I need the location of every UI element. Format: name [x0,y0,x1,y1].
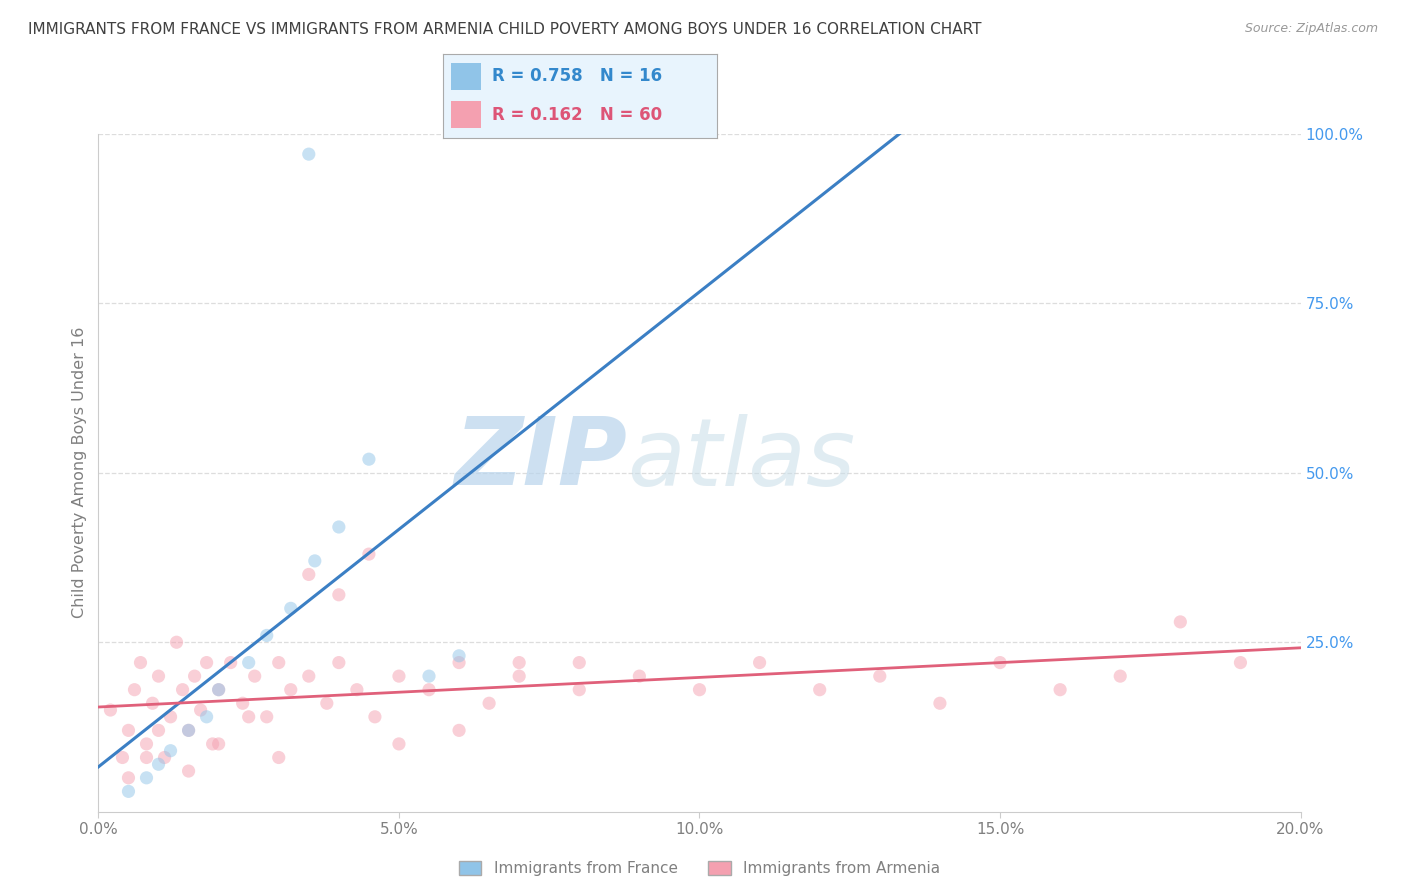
Point [298,567,321,582]
Point [267,656,290,670]
Point [869,669,891,683]
Point [195,656,218,670]
Point [388,669,411,683]
Point [328,588,350,602]
Point [418,669,440,683]
Point [1229,656,1251,670]
Text: Source: ZipAtlas.com: Source: ZipAtlas.com [1244,22,1378,36]
Point [568,656,591,670]
Point [929,696,952,710]
Point [447,648,470,663]
Text: atlas: atlas [627,414,856,505]
Point [135,750,157,764]
Point [280,682,302,697]
Point [346,682,368,697]
Point [111,750,134,764]
Point [219,656,242,670]
Legend: Immigrants from France, Immigrants from Armenia: Immigrants from France, Immigrants from … [453,855,946,882]
Point [124,682,146,697]
Point [177,723,200,738]
Point [243,669,266,683]
Point [418,682,440,697]
Point [195,710,218,724]
Point [141,696,163,710]
Point [238,710,260,724]
Point [100,703,122,717]
FancyBboxPatch shape [451,101,481,128]
Point [159,744,181,758]
Point [357,547,380,561]
Point [208,682,231,697]
Point [298,669,321,683]
Point [135,771,157,785]
Point [172,682,194,697]
Point [1170,615,1192,629]
Point [304,554,326,568]
Point [364,710,387,724]
Point [328,520,350,534]
Point [328,656,350,670]
Point [1109,669,1132,683]
Point [117,771,139,785]
Point [628,669,651,683]
Point [748,656,770,670]
Point [808,682,831,697]
Point [166,635,188,649]
Point [232,696,254,710]
Point [689,682,711,697]
Point [988,656,1011,670]
Point [117,784,139,798]
Point [177,764,200,778]
Point [357,452,380,467]
FancyBboxPatch shape [451,62,481,90]
Point [256,710,278,724]
Point [148,723,170,738]
Point [478,696,501,710]
Point [135,737,157,751]
Point [568,682,591,697]
Point [315,696,337,710]
Point [190,703,212,717]
Point [148,669,170,683]
Text: R = 0.162   N = 60: R = 0.162 N = 60 [492,105,662,123]
Point [280,601,302,615]
Point [148,757,170,772]
Point [183,669,205,683]
Point [159,710,181,724]
Point [117,723,139,738]
Point [508,656,530,670]
Point [298,147,321,161]
Point [447,656,470,670]
Point [447,723,470,738]
Point [508,669,530,683]
Point [256,628,278,642]
Text: ZIP: ZIP [454,413,627,505]
Point [388,737,411,751]
Point [1049,682,1071,697]
Point [238,656,260,670]
Point [153,750,176,764]
Text: R = 0.758   N = 16: R = 0.758 N = 16 [492,68,662,86]
Y-axis label: Child Poverty Among Boys Under 16: Child Poverty Among Boys Under 16 [72,327,87,618]
Point [208,682,231,697]
Text: IMMIGRANTS FROM FRANCE VS IMMIGRANTS FROM ARMENIA CHILD POVERTY AMONG BOYS UNDER: IMMIGRANTS FROM FRANCE VS IMMIGRANTS FRO… [28,22,981,37]
Point [129,656,152,670]
Point [177,723,200,738]
Point [208,737,231,751]
Point [267,750,290,764]
Point [201,737,224,751]
